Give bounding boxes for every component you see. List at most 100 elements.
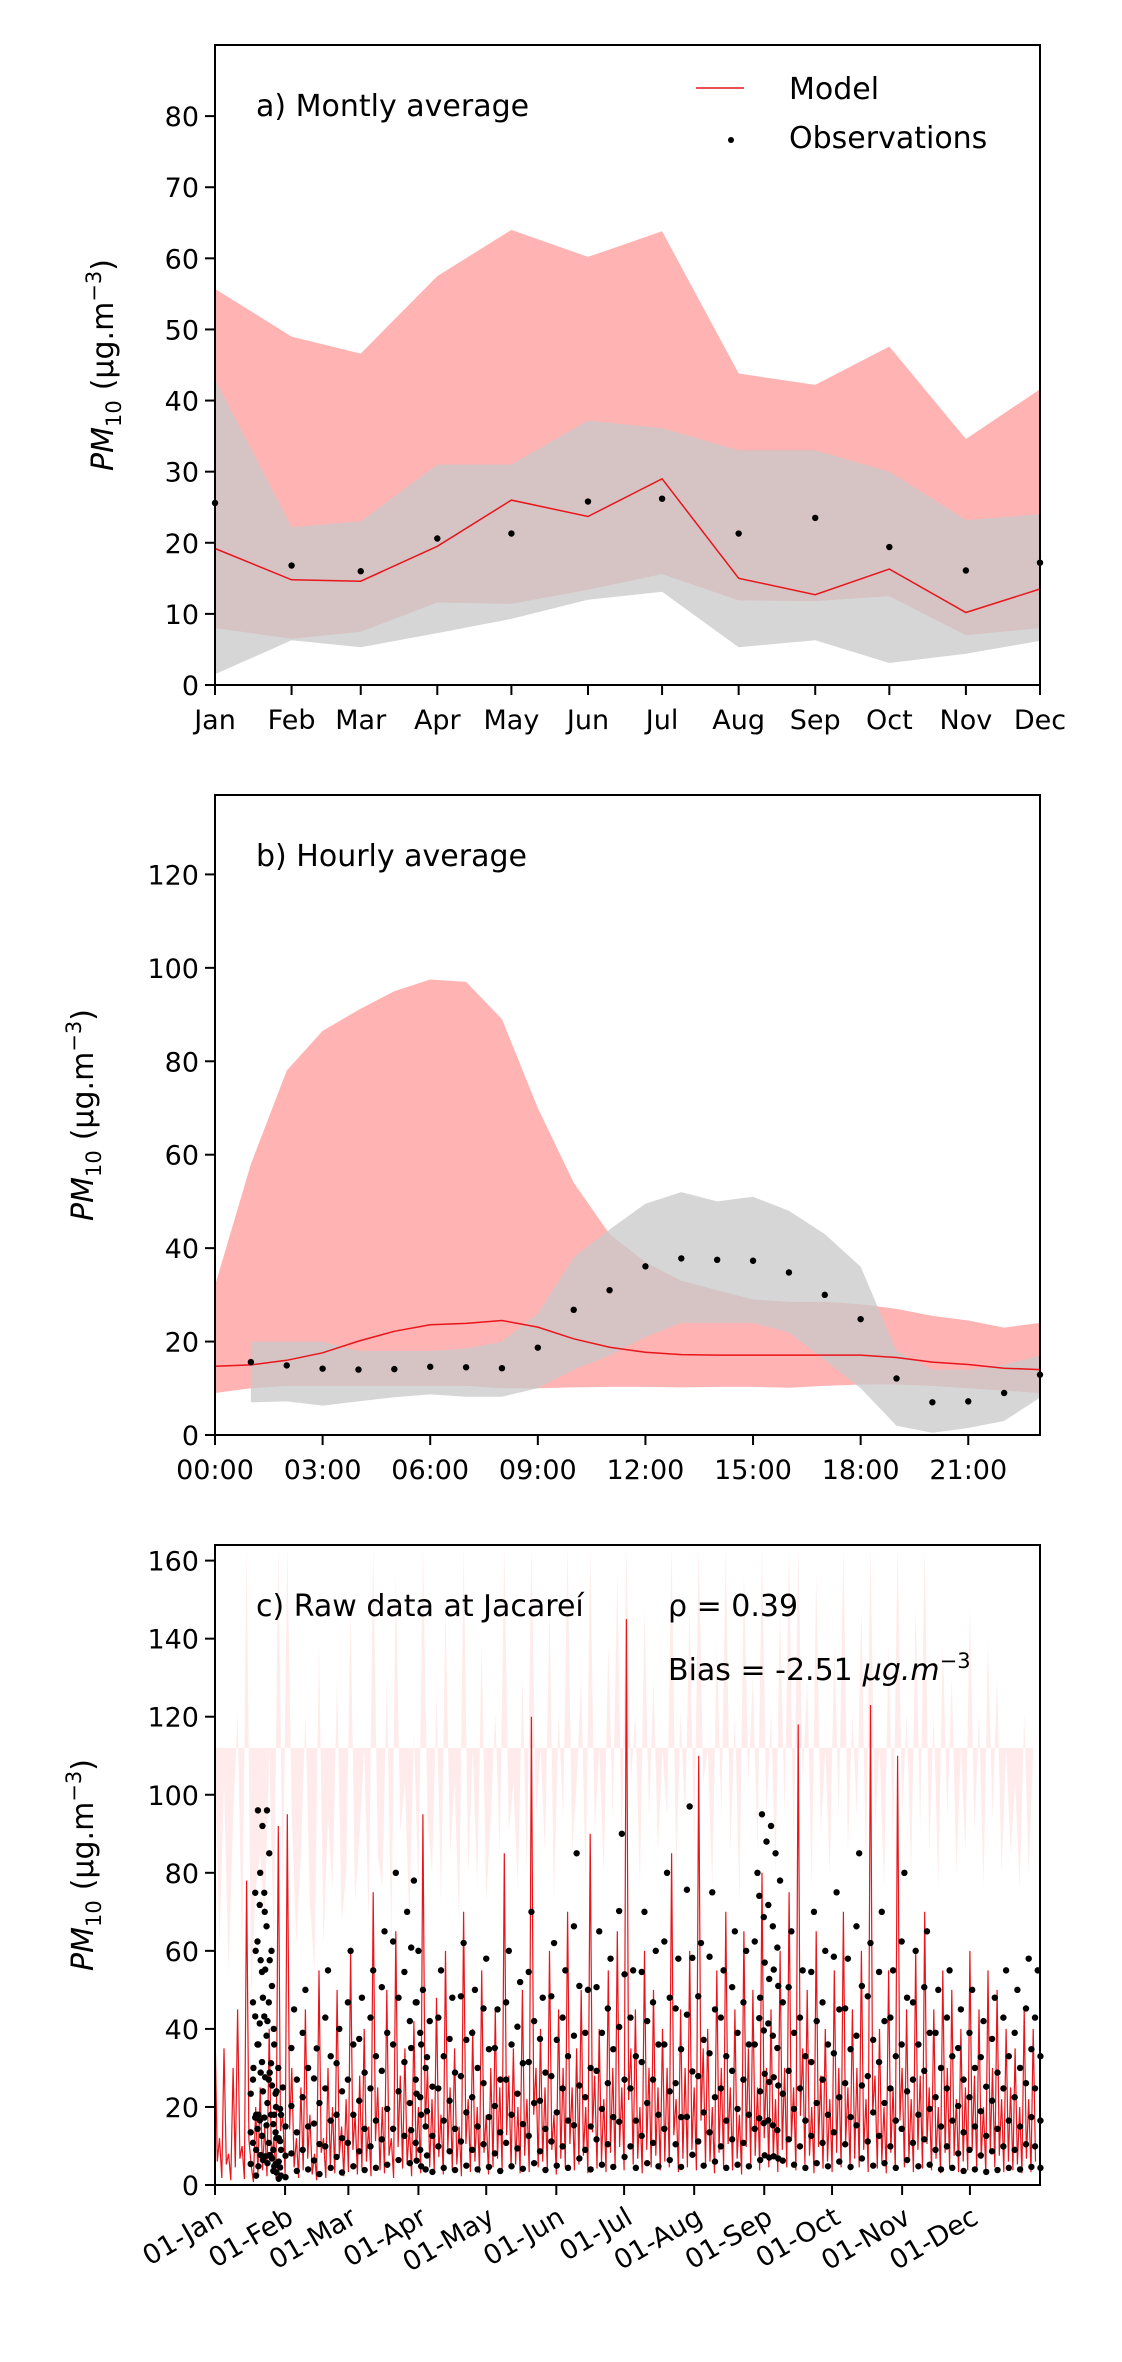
- obs-point: [751, 2041, 758, 2048]
- obs-point: [932, 2029, 939, 2037]
- obs-point: [435, 2085, 442, 2092]
- obs-point: [892, 2164, 899, 2172]
- obs-point: [429, 2168, 436, 2176]
- obs-point: [435, 2014, 442, 2021]
- obs-point: [429, 2083, 436, 2090]
- obs-point: [745, 2041, 753, 2048]
- obs-point: [830, 2050, 838, 2057]
- obs-point: [483, 1955, 490, 1962]
- obs-point: [847, 2045, 854, 2053]
- obs-point: [247, 2129, 254, 2136]
- obs-point: [824, 2111, 832, 2118]
- obs-point: [810, 1908, 818, 1916]
- obs-point: [830, 1953, 838, 1960]
- obs-point: [785, 1269, 793, 1276]
- obs-point: [407, 2044, 415, 2052]
- obs-point: [460, 1939, 467, 1947]
- obs-point: [267, 2111, 275, 2118]
- obs-point: [655, 2163, 662, 2170]
- obs-point: [921, 2136, 928, 2143]
- obs-point: [310, 2120, 318, 2127]
- obs-point: [706, 1953, 713, 1960]
- obs-point: [564, 2053, 572, 2060]
- obs-point: [921, 2067, 928, 2075]
- obs-point: [983, 2083, 990, 2090]
- obs-point: [935, 1986, 942, 1994]
- obs-point: [610, 2113, 617, 2121]
- obs-point: [415, 1947, 422, 1955]
- obs-point: [957, 2006, 965, 2013]
- obs-point: [706, 2050, 713, 2057]
- obs-point: [406, 2159, 414, 2167]
- obs-point: [766, 2078, 773, 2086]
- obs-point: [926, 2105, 933, 2113]
- ylabel-sub: 10: [82, 1150, 106, 1177]
- obs-point: [988, 2035, 996, 2043]
- panel-a-y-ticks: 0 10 20 30 40 50 60 70 80: [165, 102, 215, 702]
- obs-point: [288, 562, 295, 569]
- obs-point: [643, 2017, 651, 2025]
- obs-point: [463, 2162, 470, 2169]
- obs-point: [502, 2139, 510, 2147]
- obs-point: [672, 2005, 679, 2012]
- x-tick-label: Oct: [866, 705, 913, 736]
- obs-point: [254, 2125, 261, 2133]
- obs-point: [790, 2161, 798, 2168]
- model-line: [214, 477, 1041, 614]
- obs-point: [672, 2079, 679, 2087]
- y-tick-label: 40: [165, 387, 199, 418]
- obs-point: [886, 543, 893, 551]
- obs-point: [627, 2014, 634, 2021]
- obs-point: [666, 2088, 673, 2095]
- obs-point: [756, 2088, 764, 2095]
- panel-b-bands: [215, 979, 1040, 1433]
- obs-point: [539, 1994, 546, 2001]
- obs-point: [723, 2117, 730, 2124]
- obs-point: [480, 2141, 487, 2148]
- obs-point: [604, 2005, 612, 2012]
- obs-point: [304, 2166, 312, 2173]
- obs-point: [266, 1957, 273, 1964]
- obs-point: [898, 2125, 905, 2133]
- obs-point: [763, 1838, 770, 1845]
- obs-point: [1000, 1389, 1008, 1397]
- obs-point: [833, 1889, 840, 1896]
- obs-point: [491, 2102, 499, 2110]
- obs-point: [808, 1968, 815, 1976]
- obs-point: [822, 1947, 829, 1955]
- obs-point: [1005, 2164, 1013, 2172]
- obs-point: [675, 1955, 682, 1962]
- obs-point: [550, 1939, 558, 1947]
- obs-point: [954, 2102, 962, 2110]
- obs-point: [858, 2082, 866, 2089]
- obs-point: [774, 1944, 781, 1951]
- obs-point: [604, 2141, 612, 2148]
- obs-point: [570, 1923, 578, 1930]
- obs-point: [548, 1993, 555, 2000]
- panel-b-hourly-average: 0 20 40 60 80 100 120 00:00 03:00 06:00 09:00 12:0…: [62, 794, 1044, 1486]
- obs-point: [689, 2068, 696, 2075]
- obs-point: [508, 2163, 515, 2170]
- obs-point: [977, 2053, 984, 2061]
- obs-point: [627, 2143, 634, 2150]
- obs-point: [666, 1994, 673, 2001]
- obs-point: [893, 1375, 900, 1382]
- obs-point: [728, 2067, 736, 2075]
- obs-point: [299, 2029, 306, 2037]
- obs-point: [847, 2163, 854, 2171]
- panel-a-x-ticks: Jan Feb Mar Apr May Jun Jul Aug Sep Oct Nov Dec: [192, 685, 1066, 736]
- ylabel-pm: PM: [86, 427, 121, 471]
- obs-point: [324, 1967, 332, 1974]
- obs-point: [819, 2139, 826, 2147]
- obs-point: [395, 2088, 402, 2095]
- obs-point: [384, 2029, 391, 2037]
- obs-point: [350, 2111, 357, 2118]
- obs-point: [881, 2017, 888, 2025]
- obs-point: [766, 1975, 773, 1983]
- ylabel-pm: PM: [66, 1927, 101, 1971]
- ylabel-exp: −3: [82, 271, 106, 302]
- obs-point: [277, 2146, 285, 2154]
- obs-point: [779, 2157, 786, 2164]
- obs-point: [573, 1850, 580, 1857]
- obs-point: [915, 2163, 922, 2170]
